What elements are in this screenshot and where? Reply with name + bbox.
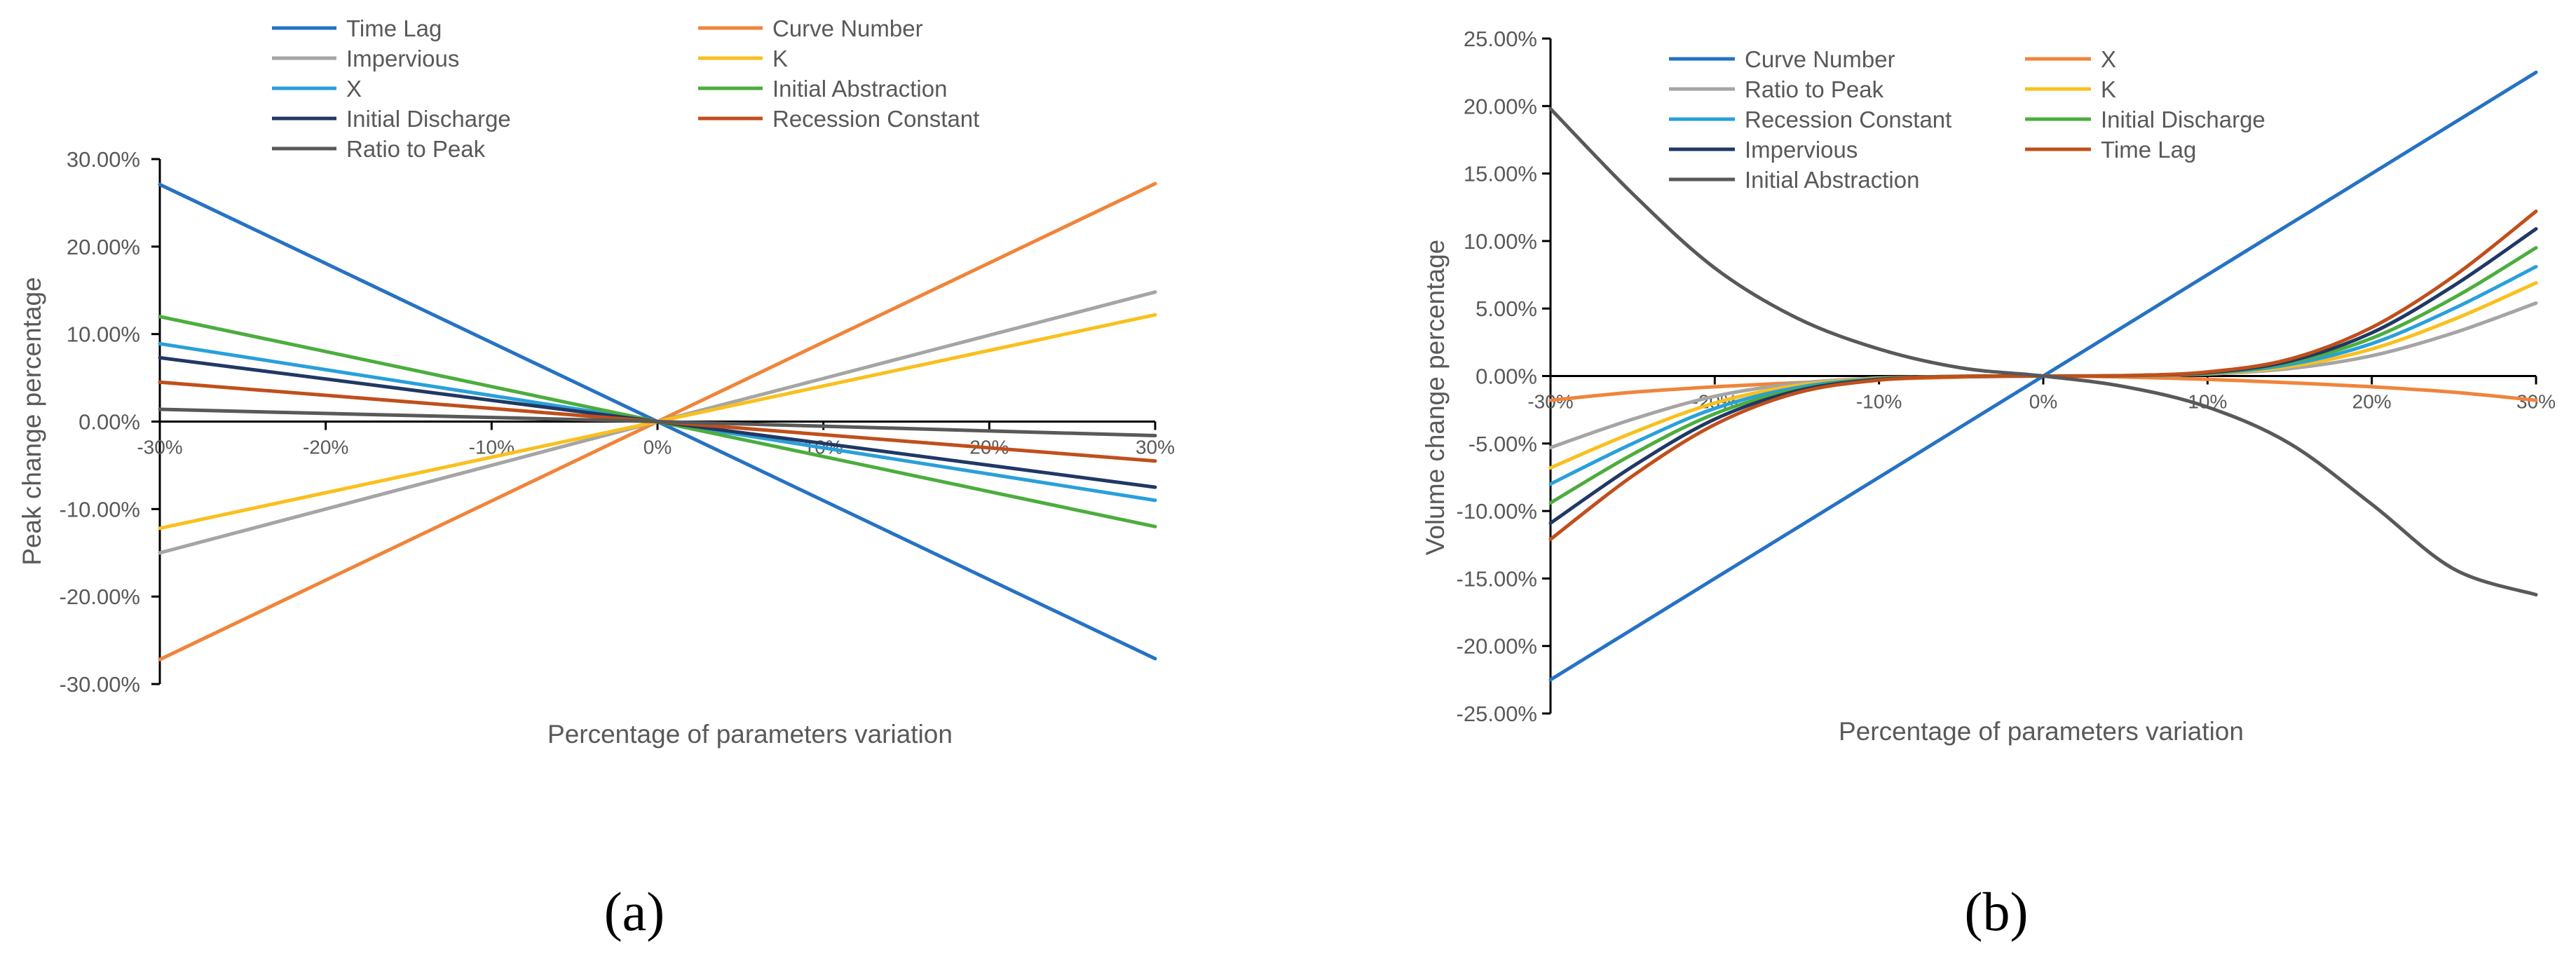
x-tick-label: -20% xyxy=(303,437,348,458)
legend-label-ratio-to-peak: Ratio to Peak xyxy=(1745,76,1884,102)
legend-label-curve-number: Curve Number xyxy=(1745,46,1895,72)
legend-label-initial-abstraction: Initial Abstraction xyxy=(772,76,947,102)
y-tick-label: -25.00% xyxy=(1457,702,1537,726)
y-tick-label: 25.00% xyxy=(1464,27,1537,51)
chart-a: 30.00% 20.00% 10.00% 0.00% -10.00% -20.00% -30… xyxy=(18,15,1175,942)
legend-label-time-lag: Time Lag xyxy=(2101,137,2196,163)
x-tick-label: -30% xyxy=(137,437,182,458)
series-line-ratio-to-peak xyxy=(158,407,1157,437)
panel-label: (b) xyxy=(1965,881,2029,942)
legend-label-initial-abstraction: Initial Abstraction xyxy=(1745,167,1919,193)
x-tick-label: 30% xyxy=(1136,437,1175,458)
legend-label-initial-discharge: Initial Discharge xyxy=(2101,107,2265,132)
legend-label-initial-discharge: Initial Discharge xyxy=(346,106,511,132)
y-tick-label: 20.00% xyxy=(1464,94,1537,118)
legend-label-k: K xyxy=(2101,76,2116,102)
y-tick-label: 0.00% xyxy=(79,410,140,435)
x-tick-label: 0% xyxy=(2029,391,2057,413)
y-tick-label: 10.00% xyxy=(1464,229,1537,254)
y-tick-label: 15.00% xyxy=(1464,162,1537,186)
legend-label-time-lag: Time Lag xyxy=(346,15,442,41)
y-tick-label: 30.00% xyxy=(67,147,140,172)
y-tick-label: -5.00% xyxy=(1468,432,1537,456)
y-axis-title: Volume change percentage xyxy=(1421,240,1450,556)
y-tick-label: -10.00% xyxy=(60,497,140,521)
legend-label-curve-number: Curve Number xyxy=(772,15,923,41)
panel-label: (a) xyxy=(604,881,665,942)
y-tick-label: -20.00% xyxy=(60,585,140,609)
y-axis-title: Peak change percentage xyxy=(18,277,46,565)
x-axis-title: Percentage of parameters variation xyxy=(1839,717,2244,746)
y-tick-label: 0.00% xyxy=(1476,364,1537,389)
legend-label-x: X xyxy=(2101,46,2116,72)
x-axis-title: Percentage of parameters variation xyxy=(547,720,953,749)
y-tick-label: -20.00% xyxy=(1457,634,1537,659)
legend-label-impervious: Impervious xyxy=(1745,137,1858,163)
y-tick-label: -10.00% xyxy=(1457,499,1537,524)
legend-label-ratio-to-peak: Ratio to Peak xyxy=(346,136,486,162)
y-tick-label: 20.00% xyxy=(67,235,140,259)
legend-label-x: X xyxy=(346,76,362,102)
y-tick-label: 5.00% xyxy=(1476,296,1537,321)
legend-label-impervious: Impervious xyxy=(346,46,459,71)
y-tick-label: 10.00% xyxy=(67,322,140,347)
series-line-initial-abstraction xyxy=(1548,107,2538,596)
legend-label-k: K xyxy=(772,46,788,71)
chart-b: 25.00% 20.00% 15.00% 10.00% 5.00% 0.00% -5.00%… xyxy=(1421,27,2556,942)
x-tick-label: 20% xyxy=(2352,391,2392,413)
x-tick-label: -10% xyxy=(1856,391,1902,413)
y-tick-label: -15.00% xyxy=(1457,566,1537,591)
legend-label-recession-constant: Recession Constant xyxy=(772,106,979,132)
legend-label-recession-constant: Recession Constant xyxy=(1745,107,1951,132)
x-tick-label: 0% xyxy=(643,437,672,458)
y-tick-label: -30.00% xyxy=(60,672,140,697)
